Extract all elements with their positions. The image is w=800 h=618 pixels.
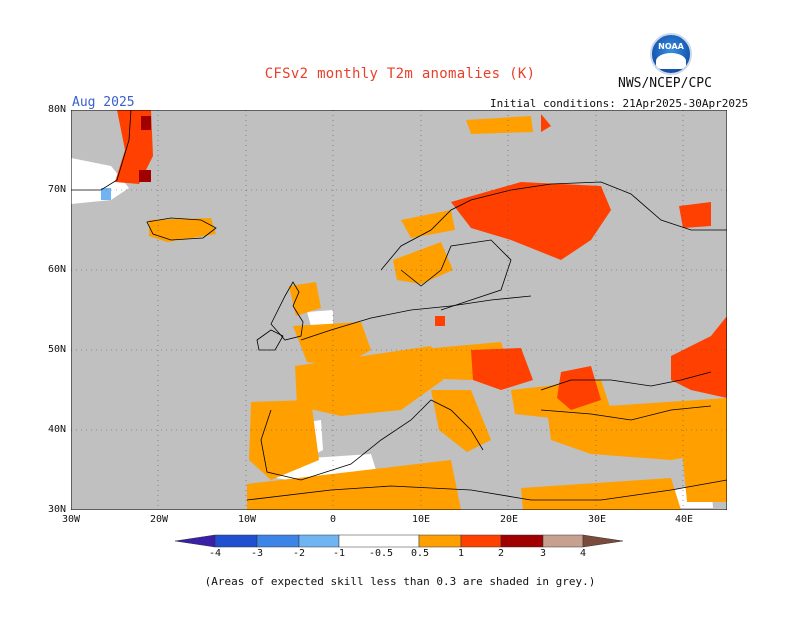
lon-label-20e: 20E	[500, 514, 519, 525]
lon-label-10e: 10E	[412, 514, 431, 525]
colorbar-label-minus-2: -2	[292, 548, 306, 559]
lon-label-30e: 30E	[588, 514, 607, 525]
lat-label-40n: 40N	[48, 424, 67, 435]
lon-label-30w: 30W	[62, 514, 81, 525]
anomaly-0-5-to-1	[149, 116, 727, 510]
lon-label-0: 0	[330, 514, 337, 525]
colorbar-segment-8	[542, 534, 584, 548]
skill-footnote: (Areas of expected skill less than 0.3 a…	[204, 575, 596, 588]
lat-label-80n: 80N	[48, 104, 67, 115]
colorbar-segment-9	[582, 534, 624, 548]
colorbar-segment-7	[500, 534, 544, 548]
logo-wing-shape	[656, 53, 686, 69]
colorbar-segment-0	[175, 534, 216, 548]
coastlines	[71, 110, 727, 501]
lon-label-40e: 40E	[675, 514, 694, 525]
chart-title: CFSv2 monthly T2m anomalies (K)	[264, 66, 536, 82]
anomaly-1-to-2	[115, 110, 727, 410]
agency-label: NWS/NCEP/CPC	[618, 76, 712, 91]
colorbar-label-minus-4: -4	[208, 548, 222, 559]
forecast-month: Aug 2025	[72, 95, 135, 110]
colorbar-label-minus-1: -1	[332, 548, 346, 559]
colorbar-segment-4	[338, 534, 420, 548]
lon-label-10w: 10W	[238, 514, 257, 525]
lon-label-20w: 20W	[150, 514, 169, 525]
colorbar-segment-5	[418, 534, 462, 548]
colorbar-label-3: 3	[539, 548, 547, 559]
colorbar-segment-2	[256, 534, 300, 548]
colorbar	[175, 534, 624, 548]
colorbar-label-0-5: 0.5	[410, 548, 430, 559]
noaa-logo: NOAA	[650, 33, 692, 75]
anomaly-map	[71, 110, 727, 510]
colorbar-segment-1	[214, 534, 258, 548]
colorbar-label-2: 2	[497, 548, 505, 559]
colorbar-segment-6	[460, 534, 502, 548]
lat-label-30n: 30N	[48, 504, 67, 515]
anomaly-2-to-3	[139, 116, 151, 182]
colorbar-label-minus-3: -3	[250, 548, 264, 559]
colorbar-segment-3	[298, 534, 340, 548]
initial-conditions: Initial conditions: 21Apr2025-30Apr2025	[490, 97, 749, 110]
colorbar-label-1: 1	[457, 548, 465, 559]
lat-label-50n: 50N	[48, 344, 67, 355]
lat-label-70n: 70N	[48, 184, 67, 195]
graticule	[71, 110, 727, 510]
anomaly-minus-1-to-minus-0-5	[101, 188, 111, 200]
colorbar-label-4: 4	[579, 548, 587, 559]
lat-label-60n: 60N	[48, 264, 67, 275]
colorbar-label-minus-0-5: -0.5	[368, 548, 394, 559]
logo-text: NOAA	[658, 42, 684, 51]
